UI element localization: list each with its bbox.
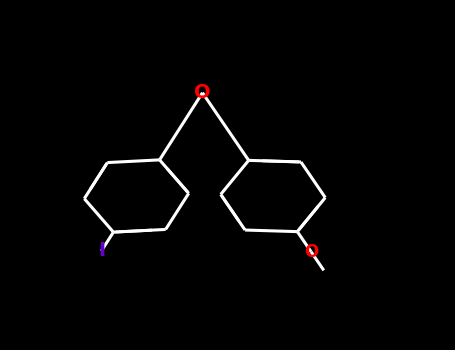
Text: O: O — [304, 243, 318, 261]
Text: O: O — [194, 83, 211, 102]
Text: I: I — [98, 241, 105, 260]
